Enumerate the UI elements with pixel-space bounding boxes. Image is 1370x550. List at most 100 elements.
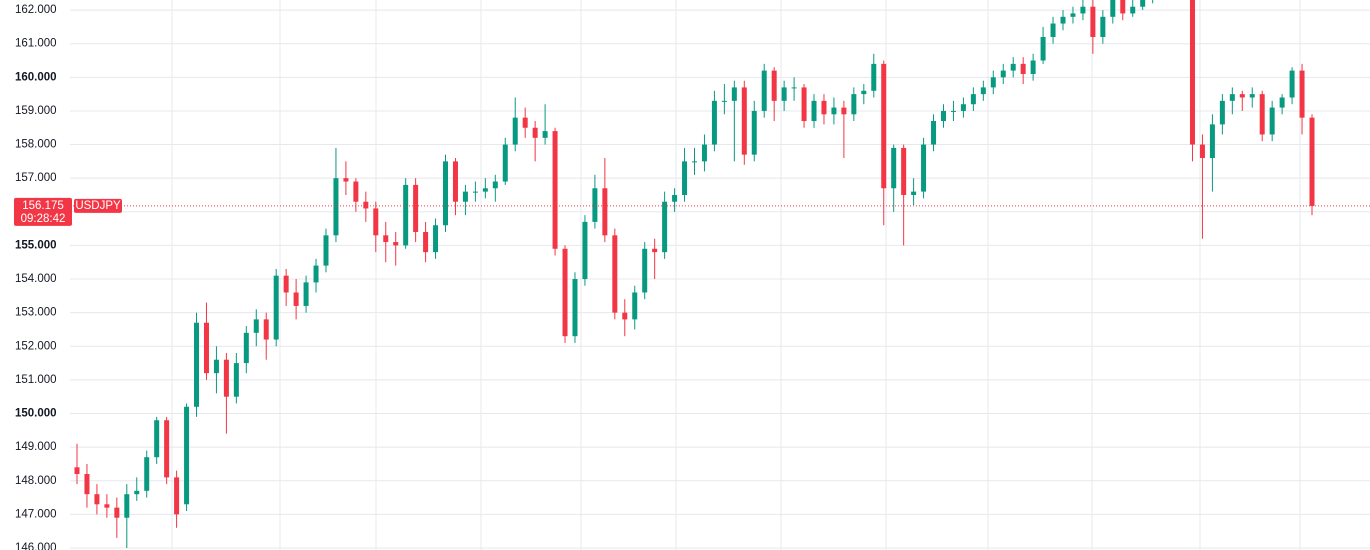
candle-body [452,161,458,202]
symbol-label: USDJPY [75,200,121,212]
candle-body [801,87,807,122]
candle-body [1000,70,1006,78]
y-tick-label: 146.000 [15,542,57,550]
candle-body [1279,97,1285,108]
y-tick-label: 152.000 [15,340,57,352]
candle-body [562,248,568,337]
candle-body [652,248,658,253]
candle-body [881,63,887,189]
candle-body [184,406,190,505]
candle-body [871,63,877,91]
y-tick-label: 147.000 [15,508,57,520]
candle-body [891,147,897,189]
y-tick-label: 157.000 [15,172,57,184]
candle-body [283,275,289,293]
candle-body [323,235,329,266]
candle-body [1259,94,1265,135]
candle-body [990,77,996,88]
countdown-label: 09:28:42 [21,213,66,225]
candle-body [662,201,668,253]
candle-body [781,87,787,101]
candle-body [1040,36,1046,61]
candle-body [482,188,488,192]
symbol-box [74,198,122,213]
candle-body [293,292,299,306]
candle-body [393,242,399,246]
candle-body [1209,124,1215,159]
candle-body [492,181,498,189]
candle-body [701,144,707,162]
candle-body [1269,107,1275,135]
candle-body [921,144,927,192]
last-price-label: 156.175 [22,200,64,212]
candle-body [1080,6,1086,14]
candle-body [423,231,429,253]
candle-body [243,332,249,364]
candle-body [333,178,339,236]
candle-body [1140,0,1146,7]
candle-body [273,275,279,340]
candle-body [572,279,578,337]
candle-body [1130,6,1136,14]
candle-body [672,194,678,202]
candle-body [841,107,847,115]
candle-body [144,457,150,491]
candle-body [592,188,598,222]
candle-body [821,100,827,115]
candle-body [74,467,80,475]
horizontal-grid [70,9,1370,549]
y-tick-label: 160.000 [15,71,57,83]
y-axis: 146.000 147.000 148.000 149.000 150.000 151.0… [15,4,57,550]
candle-body [940,110,946,122]
candle-body [1050,23,1056,37]
y-tick-label: 155.000 [15,239,57,251]
candle-body [253,319,259,333]
y-tick-label: 154.000 [15,273,57,285]
candle-body [94,494,100,505]
candle-body [353,181,359,202]
candle-body [433,225,439,253]
candle-body [303,282,309,306]
candle-body [343,178,349,182]
candle-body [1219,100,1225,125]
candle-body [911,191,917,195]
candle-body [642,248,648,293]
candle-body [791,87,797,89]
y-tick-label: 158.000 [15,139,57,151]
candle-body [692,161,697,163]
candle-body [1299,70,1305,118]
candle-body [84,474,90,495]
candle-body [721,100,727,102]
candle-body [811,100,817,122]
y-tick-label: 150.000 [15,408,57,420]
candle-body [1010,63,1016,71]
candle-body [1120,0,1126,14]
candle-body [970,94,976,105]
candle-body [233,363,239,397]
candle-body [443,161,449,226]
candles [74,0,1315,548]
candle-body [383,235,389,243]
candle-body [1309,117,1315,206]
candle-body [363,201,369,209]
candle-body [901,147,907,195]
candle-body [1030,60,1036,74]
candle-body [602,188,608,236]
candle-body [682,161,688,195]
candle-body [582,221,588,280]
candle-body [831,107,837,115]
candle-body [124,494,130,518]
candle-body [313,265,319,283]
candle-body [950,110,956,112]
candle-body [194,322,200,407]
candle-body [1060,16,1066,24]
candle-body [403,184,409,246]
candle-body [134,490,140,495]
candle-body [223,359,229,397]
candle-body [542,131,548,138]
candle-body [1189,0,1195,145]
candle-body [154,420,160,458]
